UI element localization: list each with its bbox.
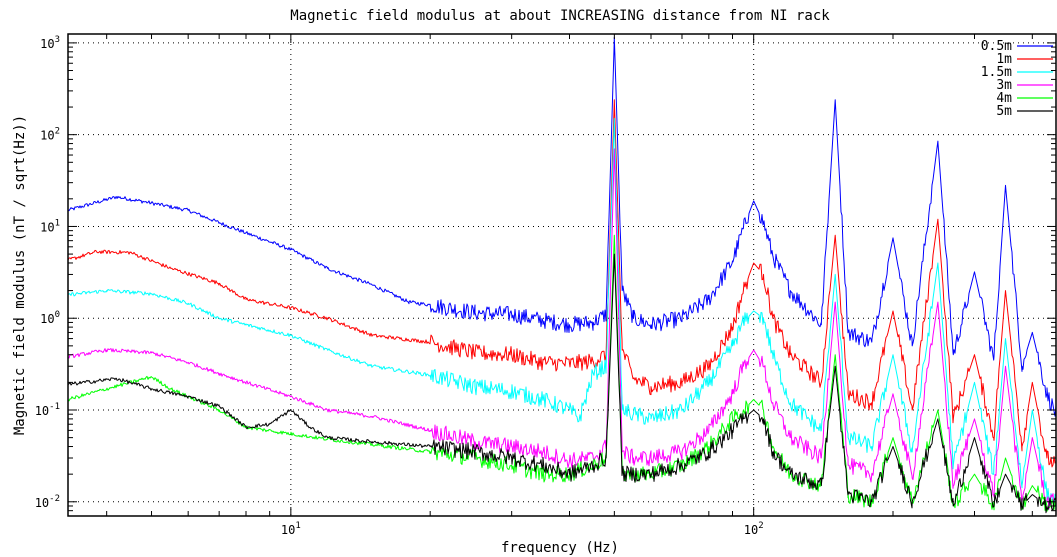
y-tick-label: 101 xyxy=(40,218,60,234)
y-tick-label: 10-2 xyxy=(35,494,60,510)
legend-label: 1m xyxy=(996,52,1012,67)
y-tick-label: 102 xyxy=(40,127,60,143)
y-axis-label: Magnetic field modulus (nT / sqrt(Hz)) xyxy=(12,115,28,435)
x-axis-label: frequency (Hz) xyxy=(501,540,619,556)
series-line-5m xyxy=(67,253,1057,514)
y-tick-label: 100 xyxy=(40,310,60,326)
series-layer xyxy=(67,36,1057,514)
series-line-0.5m xyxy=(67,36,1057,417)
grid xyxy=(68,34,1056,516)
ticks: 101 102 10-2 10-1 100 101 102 103 xyxy=(35,34,1056,537)
y-tick-label: 103 xyxy=(40,35,60,51)
legend-label: 0.5m xyxy=(981,39,1012,54)
y-tick-label: 10-1 xyxy=(35,402,60,418)
legend-label: 1.5m xyxy=(981,65,1012,80)
legend-label: 5m xyxy=(996,104,1012,119)
legend-label: 3m xyxy=(996,78,1012,93)
plot-frame xyxy=(67,33,1057,517)
series-line-1.5m xyxy=(67,118,1057,507)
x-tick-label: 101 xyxy=(281,521,301,537)
x-tick-label: 102 xyxy=(744,521,764,537)
series-line-1m xyxy=(67,99,1057,468)
series-line-3m xyxy=(67,148,1057,510)
legend-label: 4m xyxy=(996,91,1012,106)
chart-title: Magnetic field modulus at about INCREASI… xyxy=(290,8,830,24)
